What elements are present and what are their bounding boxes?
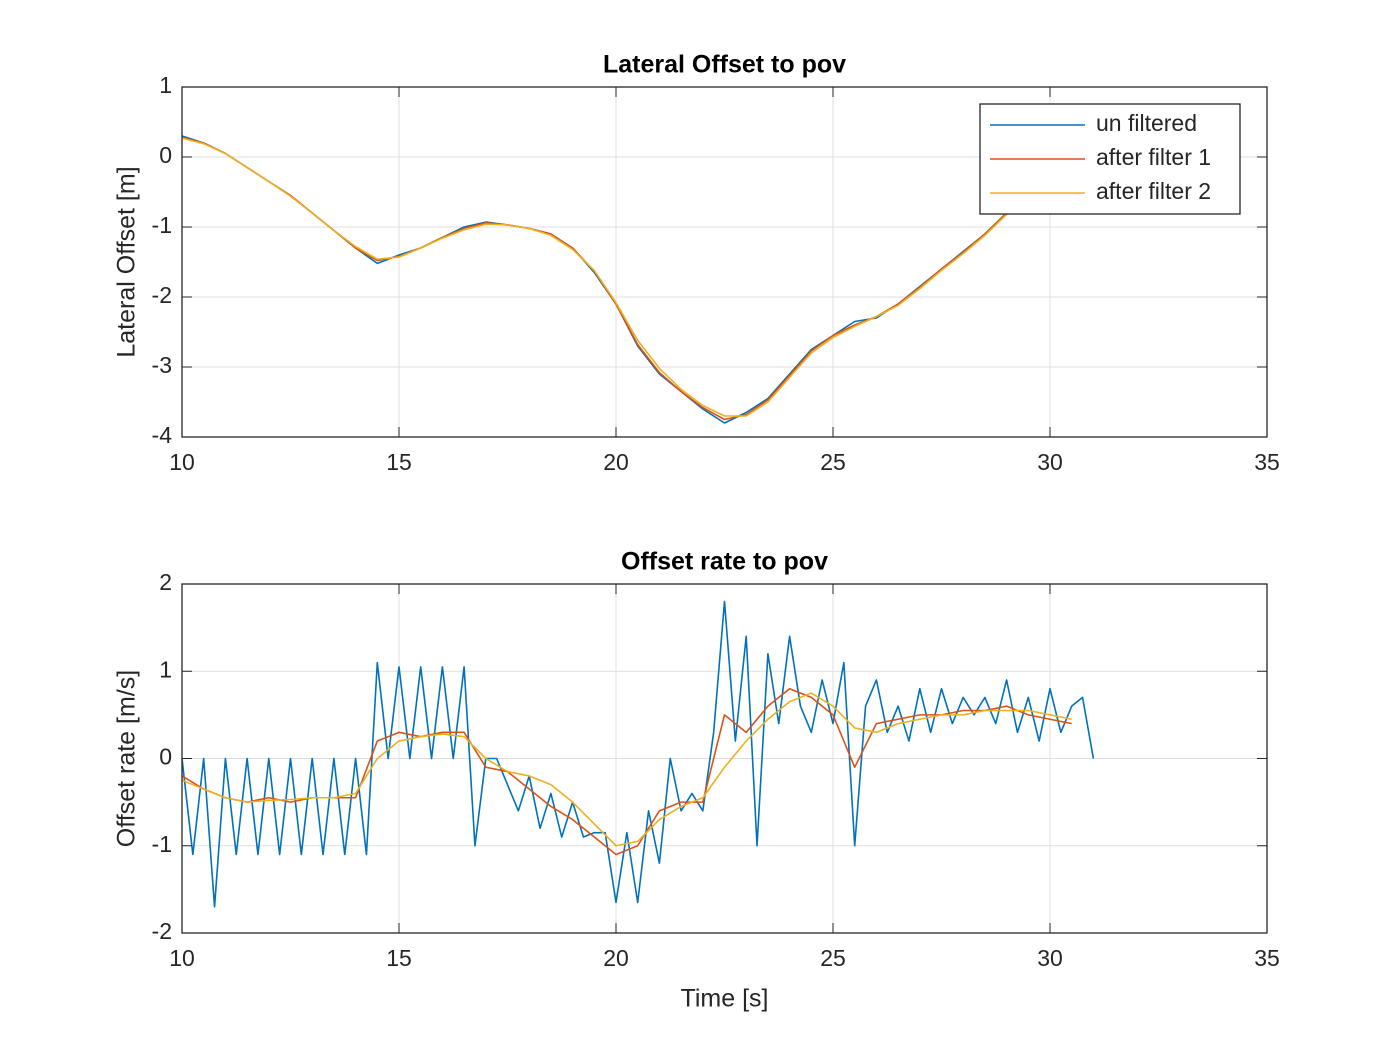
y-tick-label: -1 <box>152 212 172 238</box>
y-tick-label: 1 <box>159 72 172 98</box>
chart-title: Offset rate to pov <box>621 548 828 576</box>
series-group <box>182 600 1095 908</box>
x-tick-label: 35 <box>1254 449 1280 475</box>
chart-title: Lateral Offset to pov <box>603 51 846 79</box>
x-tick-label: 35 <box>1254 945 1280 971</box>
y-tick-label: 2 <box>159 569 172 595</box>
x-tick-label: 15 <box>386 945 412 971</box>
data-line <box>182 600 1095 908</box>
legend-label: after filter 1 <box>1096 144 1211 170</box>
series-group <box>182 135 1094 424</box>
data-line <box>182 692 1072 847</box>
y-axis-label: Lateral Offset [m] <box>113 166 141 357</box>
axes-box <box>181 86 1268 438</box>
y-tick-label: 0 <box>159 744 172 770</box>
legend-label: un filtered <box>1096 110 1197 136</box>
x-tick-label: 30 <box>1037 449 1063 475</box>
x-axis-label: Time [s] <box>681 985 769 1013</box>
y-tick-label: 0 <box>159 142 172 168</box>
x-tick-label: 25 <box>820 945 846 971</box>
x-tick-label: 10 <box>169 449 195 475</box>
x-tick-label: 10 <box>169 945 195 971</box>
legend-label: after filter 2 <box>1096 178 1211 204</box>
x-tick-label: 20 <box>603 449 629 475</box>
data-line <box>182 137 1094 417</box>
y-axis-label: Offset rate [m/s] <box>113 670 141 847</box>
x-tick-label: 30 <box>1037 945 1063 971</box>
x-tick-label: 15 <box>386 449 412 475</box>
x-tick-label: 20 <box>603 945 629 971</box>
x-tick-label: 25 <box>820 449 846 475</box>
y-tick-label: -4 <box>152 422 173 448</box>
y-tick-label: -3 <box>152 352 172 378</box>
y-tick-label: -1 <box>152 831 172 857</box>
y-tick-label: 1 <box>159 656 172 682</box>
y-tick-label: -2 <box>152 918 172 944</box>
y-tick-label: -2 <box>152 282 172 308</box>
